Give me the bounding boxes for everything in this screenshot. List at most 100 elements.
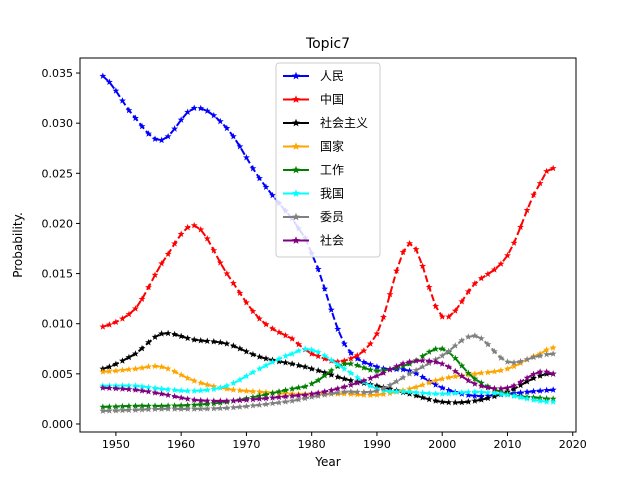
data-point-5-45 — [393, 387, 400, 395]
data-point-7-14 — [190, 396, 198, 403]
data-point-2-64 — [517, 381, 524, 389]
data-point-2-6 — [138, 344, 146, 352]
data-point-3-2 — [112, 367, 120, 374]
data-point-1-20 — [229, 279, 237, 287]
data-point-7-7 — [145, 388, 152, 395]
data-point-6-16 — [203, 405, 211, 412]
data-point-2-13 — [184, 334, 192, 342]
data-point-6-68 — [543, 350, 551, 358]
data-point-6-12 — [177, 405, 185, 412]
legend-item-3: 国家 — [283, 139, 344, 154]
data-point-5-69 — [549, 398, 557, 405]
data-point-7-4 — [125, 385, 133, 393]
data-point-0-33 — [314, 265, 322, 273]
data-point-3-59 — [484, 368, 492, 376]
data-point-7-9 — [158, 390, 165, 397]
data-point-0-22 — [243, 153, 250, 161]
data-point-0-57 — [471, 392, 479, 399]
data-point-2-55 — [458, 398, 466, 406]
data-point-1-7 — [145, 283, 152, 291]
data-point-5-30 — [295, 347, 303, 354]
data-point-4-39 — [353, 361, 361, 369]
data-point-6-3 — [119, 406, 126, 414]
data-point-7-25 — [262, 394, 270, 402]
data-point-7-12 — [177, 394, 185, 401]
data-point-6-8 — [151, 405, 159, 413]
data-point-4-35 — [327, 367, 335, 374]
data-point-4-40 — [360, 364, 368, 371]
data-point-2-30 — [295, 361, 303, 369]
data-point-6-45 — [393, 377, 400, 385]
data-point-7-1 — [105, 384, 113, 392]
data-point-2-15 — [197, 336, 205, 344]
data-point-6-48 — [412, 366, 420, 374]
data-point-1-27 — [275, 328, 283, 336]
data-point-0-16 — [203, 107, 211, 114]
data-point-0-25 — [262, 183, 270, 190]
data-point-6-33 — [314, 392, 322, 399]
data-point-0-20 — [229, 132, 237, 140]
data-point-2-11 — [171, 330, 179, 338]
data-point-2-8 — [151, 333, 159, 340]
legend-item-7: 社会 — [283, 233, 344, 248]
data-point-6-60 — [491, 347, 498, 355]
x-tick-label-1: 1960 — [167, 438, 195, 451]
data-point-5-63 — [510, 392, 518, 399]
data-point-3-7 — [145, 363, 152, 370]
legend-label-0: 人民 — [320, 69, 344, 83]
data-point-0-40 — [360, 358, 368, 366]
data-point-5-66 — [530, 396, 537, 403]
data-point-1-55 — [458, 297, 466, 305]
data-point-5-13 — [184, 387, 192, 394]
data-point-1-13 — [184, 223, 192, 231]
data-point-3-1 — [105, 367, 113, 375]
data-point-3-54 — [451, 372, 459, 380]
data-point-2-7 — [145, 338, 152, 346]
data-point-1-40 — [360, 347, 368, 354]
data-point-7-5 — [132, 386, 139, 393]
data-point-5-14 — [190, 387, 198, 394]
data-point-5-43 — [380, 386, 387, 394]
data-point-6-56 — [464, 333, 472, 340]
data-point-0-3 — [119, 97, 126, 104]
data-point-3-23 — [249, 387, 257, 395]
data-point-5-61 — [497, 390, 505, 397]
data-point-7-44 — [386, 366, 394, 373]
chart-title: Topic7 — [305, 36, 350, 52]
data-point-6-5 — [132, 406, 139, 413]
data-point-5-28 — [282, 352, 289, 359]
data-point-2-3 — [119, 357, 126, 364]
data-point-0-0 — [99, 72, 107, 79]
data-point-0-8 — [151, 135, 159, 142]
data-point-4-37 — [340, 360, 348, 367]
data-point-2-50 — [425, 395, 433, 403]
data-point-7-41 — [367, 374, 374, 382]
data-point-6-43 — [380, 384, 387, 392]
data-point-3-52 — [438, 375, 446, 382]
data-point-6-22 — [243, 402, 250, 410]
data-point-2-37 — [340, 375, 348, 382]
data-point-2-17 — [210, 338, 218, 345]
data-point-1-17 — [210, 246, 218, 254]
data-point-2-63 — [510, 385, 518, 392]
data-point-3-9 — [158, 363, 165, 370]
legend-swatch-marker-6 — [292, 212, 300, 221]
data-point-4-14 — [190, 401, 198, 408]
data-point-4-47 — [406, 360, 413, 367]
data-point-7-13 — [184, 395, 192, 402]
data-point-6-29 — [288, 397, 296, 404]
data-point-6-30 — [295, 396, 303, 403]
data-point-0-12 — [177, 116, 185, 123]
data-point-1-47 — [406, 239, 413, 247]
data-point-7-38 — [347, 381, 355, 388]
data-point-6-58 — [477, 334, 485, 342]
data-point-6-26 — [269, 399, 276, 407]
data-point-7-28 — [282, 392, 289, 400]
legend-item-0: 人民 — [283, 69, 344, 83]
data-point-1-30 — [295, 340, 303, 348]
data-point-5-55 — [458, 388, 466, 396]
data-point-0-67 — [536, 387, 544, 394]
data-point-6-17 — [210, 404, 218, 412]
data-point-2-38 — [347, 376, 355, 384]
data-point-1-14 — [190, 221, 198, 229]
